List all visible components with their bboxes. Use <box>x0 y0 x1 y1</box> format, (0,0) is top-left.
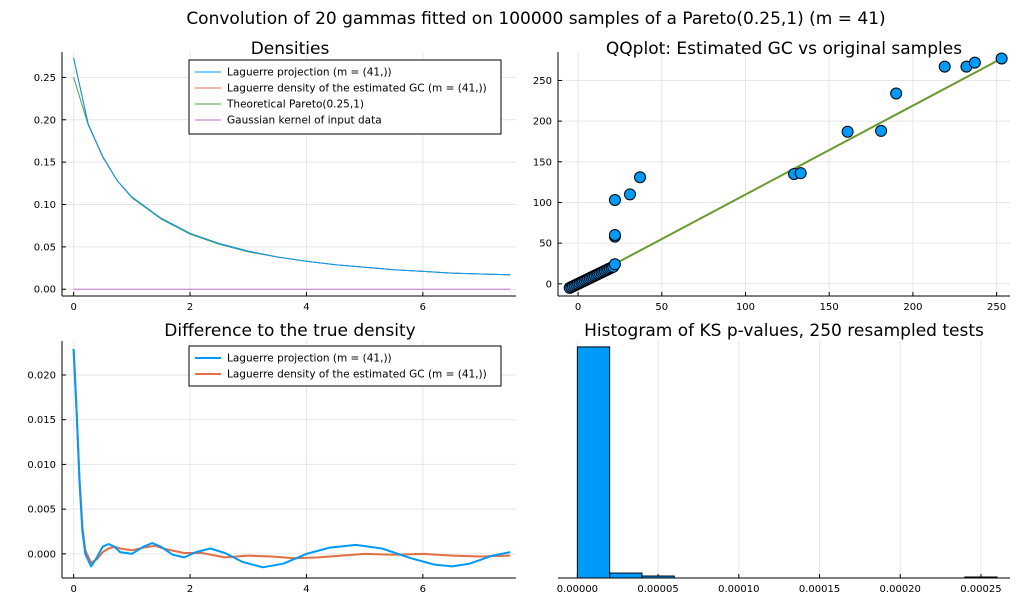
qqplot-point <box>995 52 1008 65</box>
difference-xtick-label: 4 <box>303 584 309 595</box>
densities-legend-label: Laguerre projection (m = (41,)) <box>227 67 392 79</box>
histogram-xtick-label: 0.00020 <box>880 584 921 595</box>
difference-title: Difference to the true density <box>164 321 415 341</box>
qqplot-point <box>875 124 888 137</box>
qqplot-ytick-label: 150 <box>533 157 552 168</box>
densities-ytick-label: 0.00 <box>34 285 56 296</box>
qqplot-reference-line <box>569 57 1003 289</box>
difference-panel: 0 2 4 6 0.000 0.005 0.010 0.015 0.020 Difference … <box>27 321 516 595</box>
qqplot-xtick-label: 50 <box>655 302 668 313</box>
histogram-xtick-label: 0.00015 <box>799 584 840 595</box>
difference-series-laguerre_projection <box>72 348 511 569</box>
difference-legend-label: Laguerre density of the estimated GC (m … <box>227 369 487 381</box>
histogram-bar <box>641 575 675 579</box>
densities-legend-label: Gaussian kernel of input data <box>227 115 382 127</box>
densities-ytick-label: 0.10 <box>34 200 56 211</box>
difference-ytick-label: 0.000 <box>27 549 56 560</box>
densities-title: Densities <box>251 39 330 59</box>
histogram-xtick-label: 0.00005 <box>637 584 678 595</box>
qqplot-point <box>608 194 621 207</box>
qqplot-point <box>841 125 854 138</box>
densities-legend-label: Laguerre density of the estimated GC (m … <box>227 83 487 95</box>
qqplot-panel: 0 50 100 150 200 250 0 50 100 150 200 250 QQplot: Es… <box>533 39 1010 313</box>
qqplot-point <box>968 56 981 69</box>
densities-legend-label: Theoretical Pareto(0.25,1) <box>226 99 364 111</box>
difference-xtick-label: 6 <box>420 584 426 595</box>
qqplot-ytick-label: 100 <box>533 198 552 209</box>
histogram-bar <box>576 346 611 579</box>
figure-suptitle: Convolution of 20 gammas fitted on 10000… <box>186 9 885 29</box>
qqplot-ytick-label: 250 <box>533 76 552 87</box>
densities-xtick-label: 2 <box>187 302 193 313</box>
qqplot-xtick-label: 150 <box>820 302 839 313</box>
qqplot-title: QQplot: Estimated GC vs original samples <box>606 39 962 59</box>
qqplot-xtick-label: 200 <box>903 302 922 313</box>
qqplot-xtick-label: 250 <box>987 302 1006 313</box>
qqplot-point <box>794 167 807 180</box>
histogram-xtick-label: 0.00010 <box>718 584 759 595</box>
qqplot-ytick-label: 200 <box>533 117 552 128</box>
histogram-xtick-label: 0.00025 <box>960 584 1001 595</box>
qqplot-point <box>608 229 621 241</box>
difference-xtick-label: 0 <box>70 584 76 595</box>
qqplot-xtick-label: 0 <box>575 302 581 313</box>
difference-ytick-label: 0.010 <box>27 460 56 471</box>
difference-series-laguerre_density <box>72 348 511 564</box>
difference-legend-label: Laguerre projection (m = (41,)) <box>227 353 392 365</box>
qqplot-ytick-label: 0 <box>546 279 552 290</box>
histogram-bar <box>609 572 643 579</box>
densities-ytick-label: 0.15 <box>34 158 56 169</box>
histogram-xtick-label: 0.00000 <box>557 584 598 595</box>
qqplot-point <box>608 258 621 271</box>
difference-xtick-label: 2 <box>187 584 193 595</box>
histogram-bar <box>964 576 998 579</box>
difference-ytick-label: 0.005 <box>27 505 56 516</box>
qqplot-ytick-label: 50 <box>539 239 552 250</box>
densities-series-laguerre_projection <box>73 57 511 276</box>
difference-ytick-label: 0.015 <box>27 415 56 426</box>
densities-ytick-label: 0.05 <box>34 242 56 253</box>
histogram-panel: 0.00000 0.00005 0.00010 0.00015 0.00020 0.000… <box>557 321 1010 595</box>
qqplot-point <box>623 188 636 201</box>
densities-ytick-label: 0.20 <box>34 115 56 126</box>
densities-xtick-label: 4 <box>303 302 309 313</box>
densities-panel: 0 2 4 6 0.00 0.05 0.10 0.15 0.20 0.25 Densities Lag… <box>34 39 516 313</box>
difference-legend <box>188 345 502 387</box>
densities-xtick-label: 0 <box>70 302 76 313</box>
difference-ytick-label: 0.020 <box>27 370 56 381</box>
histogram-title: Histogram of KS p-values, 250 resampled … <box>584 321 984 341</box>
densities-ytick-label: 0.25 <box>34 73 56 84</box>
qqplot-point <box>938 60 951 73</box>
qqplot-point <box>890 87 903 100</box>
densities-xtick-label: 6 <box>420 302 426 313</box>
qqplot-point <box>634 171 647 184</box>
qqplot-xtick-label: 100 <box>736 302 755 313</box>
densities-legend <box>188 59 502 135</box>
